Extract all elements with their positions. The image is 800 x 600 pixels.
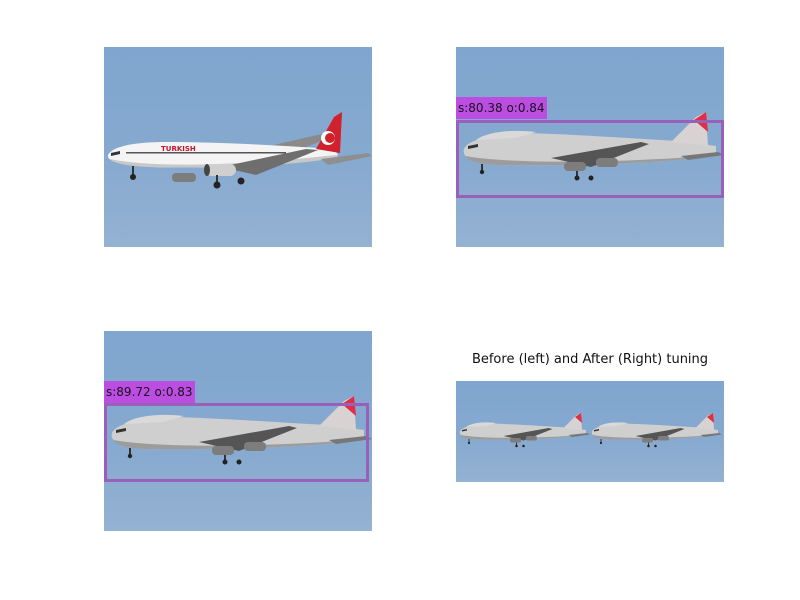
detection-label: s:89.72 o:0.83 [104, 381, 195, 403]
panel-detection-after: s:89.72 o:0.83 [104, 331, 372, 531]
turkish-737-image: TURKISH [107, 112, 372, 189]
comparison-caption: Before (left) and After (Right) tuning [471, 352, 709, 367]
detection-label: s:80.38 o:0.84 [456, 97, 547, 119]
panel-detection-before: s:80.38 o:0.84 [456, 47, 724, 247]
panel-before-after-comparison [456, 381, 724, 482]
detection-box [104, 403, 369, 482]
detection-box [456, 120, 724, 198]
side-by-side-jets-image [459, 413, 722, 448]
livery-text: TURKISH [161, 145, 196, 153]
panel-original-photo: TURKISH [104, 47, 372, 247]
